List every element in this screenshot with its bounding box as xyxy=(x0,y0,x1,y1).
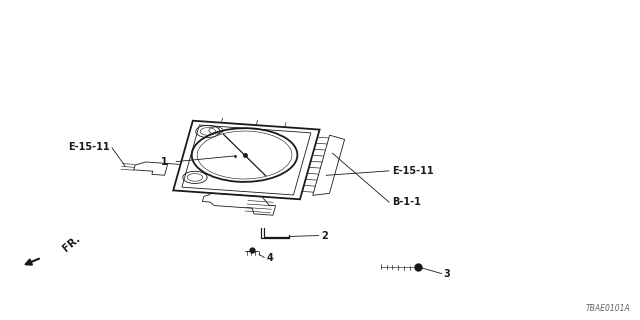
Text: E-15-11: E-15-11 xyxy=(68,142,110,152)
Text: B-1-1: B-1-1 xyxy=(392,197,420,207)
Text: E-15-11: E-15-11 xyxy=(392,166,433,176)
Text: TBAE0101A: TBAE0101A xyxy=(586,304,630,313)
Text: 2: 2 xyxy=(321,231,328,241)
Text: FR.: FR. xyxy=(61,234,82,254)
Text: 3: 3 xyxy=(444,269,451,279)
Text: 4: 4 xyxy=(266,253,273,263)
Text: 1: 1 xyxy=(161,156,168,167)
